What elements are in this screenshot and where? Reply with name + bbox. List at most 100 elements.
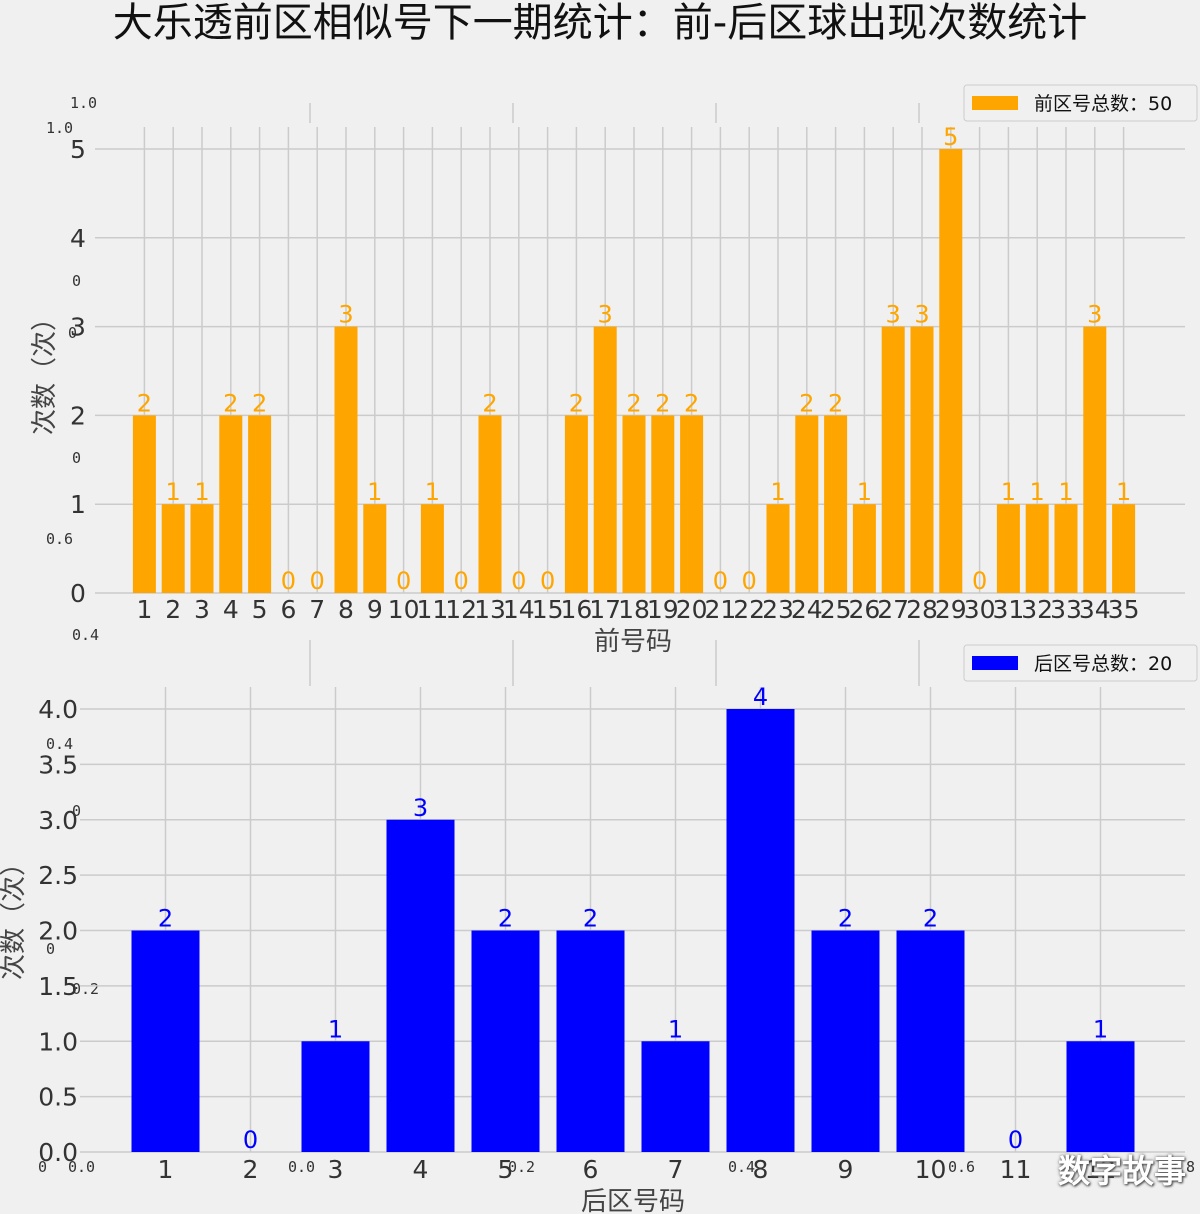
bar	[219, 415, 243, 593]
x-tick-label: 25	[820, 595, 852, 624]
bar-value-label: 2	[583, 905, 598, 933]
x-axis-label: 后区号码	[581, 1187, 685, 1214]
x-tick-label: 23	[762, 595, 794, 624]
bar-value-label: 0	[396, 567, 411, 595]
bar-value-label: 3	[338, 301, 353, 329]
x-tick-label: 12	[1085, 1155, 1117, 1184]
x-tick-label: 13	[474, 595, 506, 624]
x-tick-label: 5	[498, 1155, 514, 1184]
bar-value-label: 3	[886, 301, 901, 329]
subplot-back: 0.00.51.01.52.02.53.03.54.02102133425261…	[0, 644, 1198, 1214]
bar-value-label: 2	[252, 389, 267, 417]
legend-frame	[963, 644, 1198, 682]
bar-value-label: 2	[838, 905, 853, 933]
ghost-tick-label: 0.4	[72, 626, 99, 644]
x-tick-label: 9	[838, 1155, 854, 1184]
bar	[301, 1041, 370, 1152]
bar	[641, 1041, 710, 1152]
bar-value-label: 1	[1001, 478, 1016, 506]
bar-value-label: 0	[511, 567, 526, 595]
ghost-tick-label: 0.8	[1168, 1158, 1195, 1176]
bar-value-label: 1	[367, 478, 382, 506]
bar-value-label: 1	[166, 478, 181, 506]
bar-value-label: 1	[1030, 478, 1045, 506]
bar	[1066, 1041, 1135, 1152]
ghost-tick-label: 1.0	[46, 119, 73, 137]
x-tick-label: 10	[915, 1155, 947, 1184]
bar	[161, 504, 185, 593]
y-axis-label: 次数（次）	[30, 305, 60, 435]
bar-value-label: 2	[569, 389, 584, 417]
x-tick-label: 8	[753, 1155, 769, 1184]
x-tick-label: 3	[328, 1155, 344, 1184]
legend: 后区号总数：20	[963, 644, 1198, 682]
bar	[190, 504, 214, 593]
legend-label: 前区号总数：50	[1034, 93, 1172, 115]
x-tick-label: 12	[445, 595, 477, 624]
x-tick-label: 27	[877, 595, 909, 624]
x-tick-label: 34	[1079, 595, 1111, 624]
bar-value-label: 5	[943, 123, 958, 151]
bar-value-label: 0	[1008, 1126, 1023, 1154]
bar	[881, 326, 905, 593]
x-tick-label: 11	[1000, 1155, 1032, 1184]
y-axis-label: 次数（次）	[0, 850, 29, 980]
x-tick-label: 24	[791, 595, 823, 624]
x-tick-label: 35	[1108, 595, 1140, 624]
ghost-tick-label: 0.0	[68, 1158, 95, 1176]
x-tick-label: 28	[906, 595, 938, 624]
ghost-tick-label: 0.0	[288, 1158, 315, 1176]
bar	[811, 930, 880, 1152]
y-tick-label: 0.0	[38, 1138, 78, 1167]
bar	[593, 326, 617, 593]
bar	[795, 415, 819, 593]
ghost-tick-label: 1.0	[70, 94, 97, 112]
x-tick-label: 14	[503, 595, 535, 624]
bar-value-label: 0	[972, 567, 987, 595]
bar	[471, 930, 540, 1152]
bar	[622, 415, 646, 593]
bar-value-label: 0	[742, 567, 757, 595]
bar	[766, 504, 790, 593]
x-tick-label: 11	[416, 595, 448, 624]
bar-value-label: 1	[425, 478, 440, 506]
x-tick-label: 6	[280, 595, 296, 624]
y-tick-label: 4	[70, 224, 86, 253]
bar	[363, 504, 387, 593]
y-tick-label: 3.0	[38, 806, 78, 835]
y-tick-label: 4.0	[38, 695, 78, 724]
y-tick-label: 0	[70, 579, 86, 608]
x-tick-label: 4	[223, 595, 239, 624]
subplot-front: 0123452112132425060738190101110122130140…	[30, 84, 1198, 657]
bar-value-label: 2	[799, 389, 814, 417]
bar	[386, 819, 455, 1152]
bar-value-label: 0	[243, 1126, 258, 1154]
y-tick-label: 5	[70, 135, 86, 164]
bar	[939, 149, 963, 593]
bar-value-label: 2	[137, 389, 152, 417]
x-tick-label: 2	[165, 595, 181, 624]
x-tick-label: 6	[583, 1155, 599, 1184]
bar-value-label: 2	[482, 389, 497, 417]
bar-value-label: 4	[753, 683, 768, 711]
x-tick-label: 5	[252, 595, 268, 624]
bar	[651, 415, 675, 593]
x-tick-label: 8	[338, 595, 354, 624]
ghost-tick-label: 0.4	[46, 735, 73, 753]
y-tick-label: 1.0	[38, 1027, 78, 1056]
bar-value-label: 1	[1093, 1015, 1108, 1043]
x-tick-label: 30	[964, 595, 996, 624]
bar	[131, 930, 200, 1152]
bar-value-label: 0	[540, 567, 555, 595]
x-tick-label: 16	[560, 595, 592, 624]
bar	[1112, 504, 1136, 593]
bar-value-label: 1	[194, 478, 209, 506]
y-tick-label: 1.5	[38, 972, 78, 1001]
x-tick-label: 26	[848, 595, 880, 624]
x-tick-label: 33	[1050, 595, 1082, 624]
x-tick-label: 32	[1021, 595, 1053, 624]
bar-value-label: 3	[413, 794, 428, 822]
y-tick-label: 0.5	[38, 1083, 78, 1112]
ghost-tick-label: 0.6	[948, 1158, 975, 1176]
